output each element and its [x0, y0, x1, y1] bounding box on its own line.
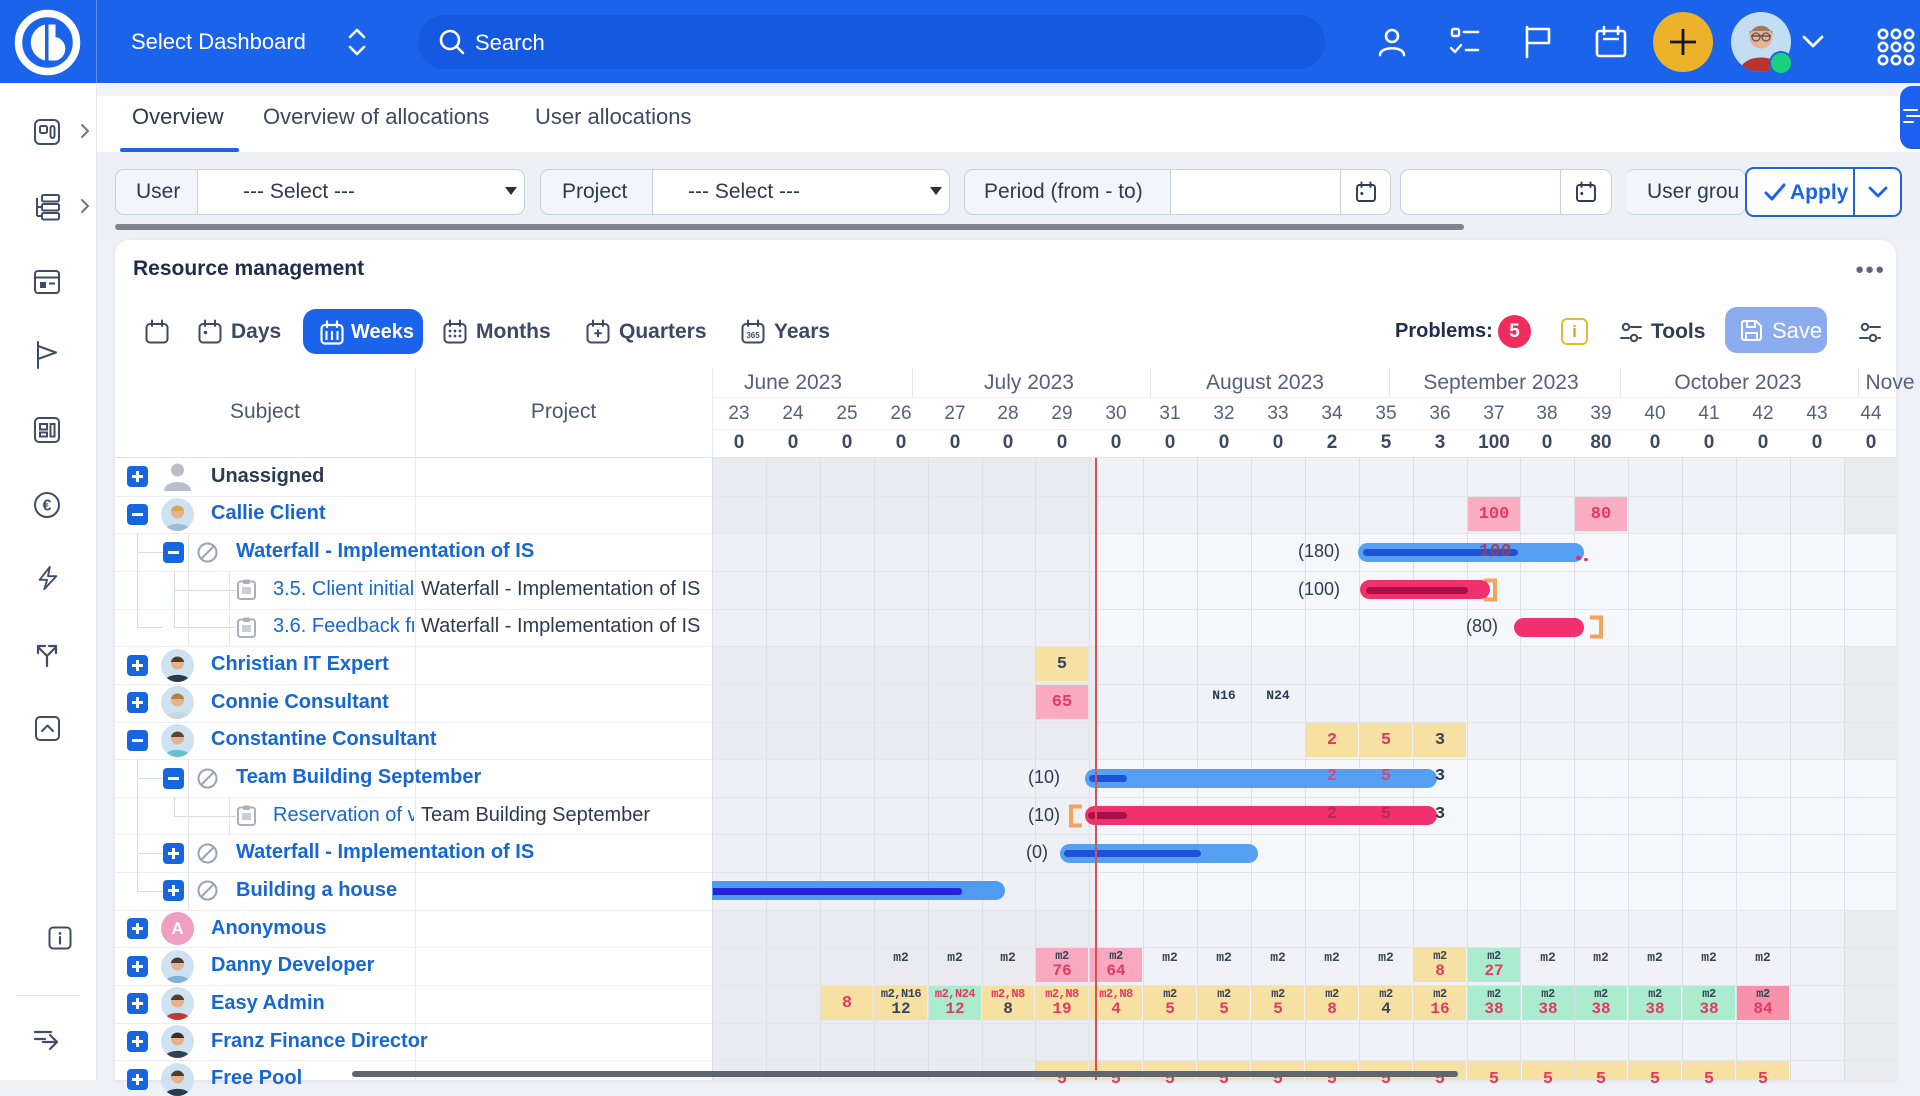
svg-text:365: 365	[746, 331, 760, 340]
svg-text:€: €	[43, 498, 52, 515]
